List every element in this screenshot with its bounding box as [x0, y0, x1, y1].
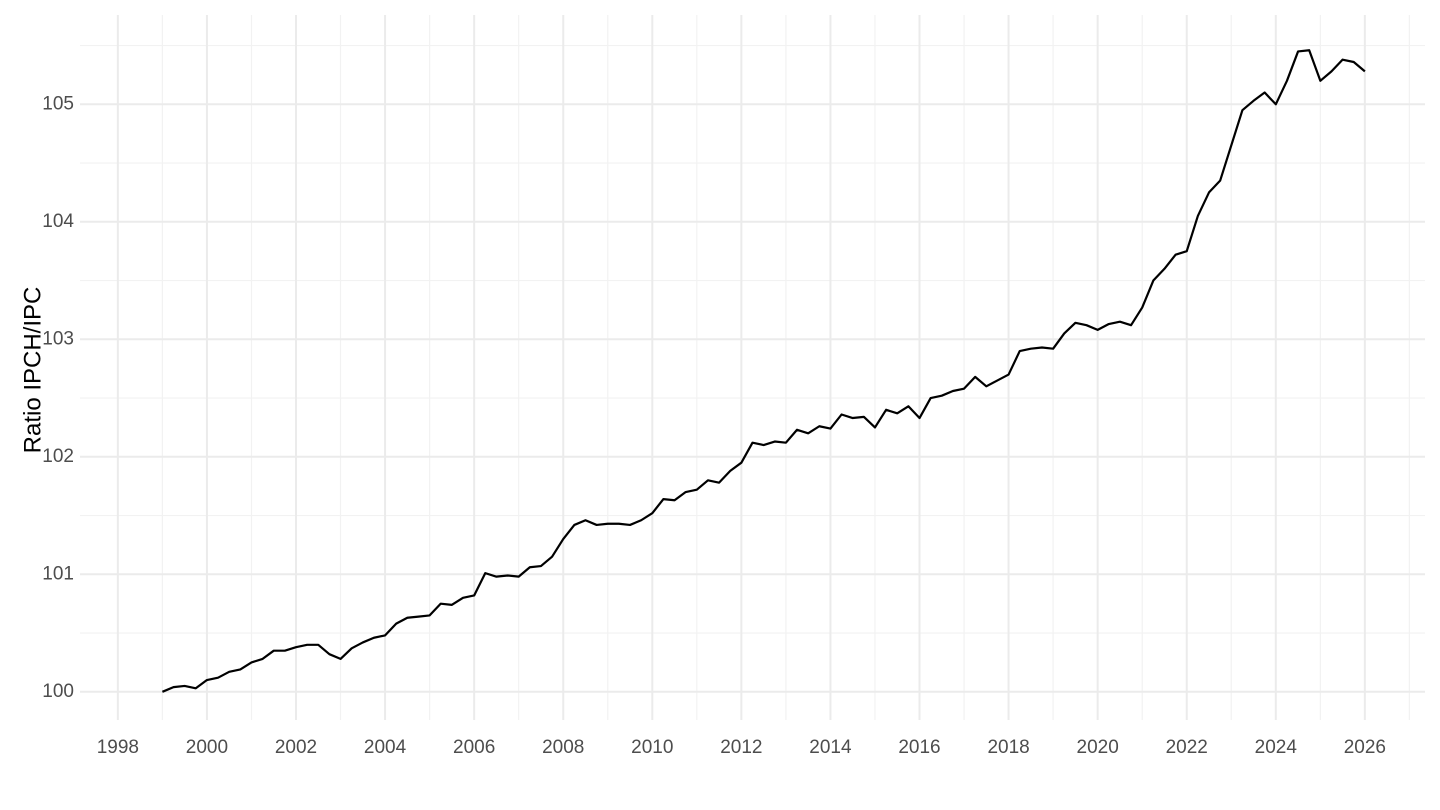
x-tick-label: 2012: [720, 737, 762, 758]
x-tick-label: 2006: [453, 737, 495, 758]
x-tick-label: 2020: [1077, 737, 1119, 758]
x-tick-label: 2026: [1344, 737, 1386, 758]
x-tick-label: 2010: [631, 737, 673, 758]
x-tick-label: 2022: [1166, 737, 1208, 758]
y-tick-label: 100: [42, 681, 74, 702]
x-tick-label: 2000: [186, 737, 228, 758]
x-tick-label: 2004: [364, 737, 407, 758]
x-tick-label: 2018: [987, 737, 1029, 758]
y-tick-label: 104: [42, 211, 74, 232]
y-tick-label: 102: [42, 446, 74, 467]
x-tick-label: 1998: [97, 737, 139, 758]
x-tick-label: 2002: [275, 737, 317, 758]
y-axis-title: Ratio IPCH/IPC: [19, 287, 46, 454]
x-tick-label: 2014: [809, 737, 852, 758]
data-line: [161, 49, 1366, 693]
y-tick-label: 101: [42, 563, 74, 584]
x-tick-label: 2008: [542, 737, 584, 758]
x-tick-label: 2024: [1255, 737, 1298, 758]
y-tick-label: 105: [42, 93, 74, 114]
x-tick-label: 2016: [898, 737, 940, 758]
y-tick-label: 103: [42, 328, 74, 349]
